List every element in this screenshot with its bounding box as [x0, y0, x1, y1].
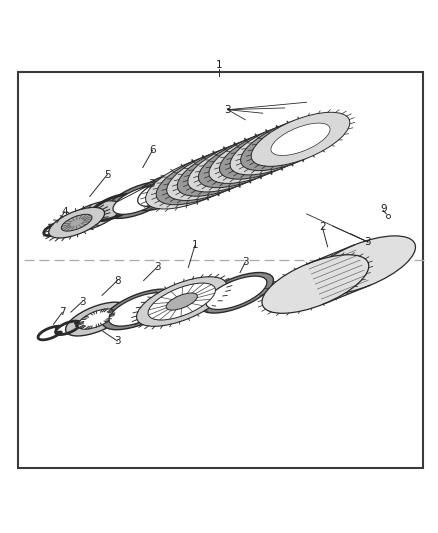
- Text: 4: 4: [61, 207, 68, 217]
- Ellipse shape: [102, 289, 176, 330]
- Polygon shape: [72, 206, 97, 233]
- Text: 7: 7: [59, 308, 66, 318]
- Ellipse shape: [271, 123, 330, 156]
- Ellipse shape: [198, 134, 297, 188]
- Text: 2: 2: [319, 222, 326, 232]
- Ellipse shape: [218, 144, 277, 177]
- Text: 8: 8: [114, 276, 121, 286]
- Text: 9: 9: [380, 204, 387, 214]
- Ellipse shape: [309, 236, 416, 294]
- Text: 3: 3: [79, 296, 86, 306]
- Ellipse shape: [197, 153, 256, 185]
- Ellipse shape: [148, 283, 215, 320]
- Ellipse shape: [138, 175, 195, 206]
- Ellipse shape: [208, 149, 267, 181]
- Ellipse shape: [187, 157, 246, 190]
- Ellipse shape: [167, 147, 265, 200]
- Ellipse shape: [109, 293, 170, 326]
- Text: 3: 3: [154, 262, 161, 271]
- Text: 1: 1: [191, 240, 198, 251]
- Text: 3: 3: [242, 257, 249, 267]
- Ellipse shape: [239, 136, 298, 168]
- Ellipse shape: [166, 293, 198, 310]
- Ellipse shape: [176, 161, 235, 194]
- Ellipse shape: [262, 255, 369, 313]
- Ellipse shape: [230, 121, 328, 175]
- Polygon shape: [307, 245, 370, 304]
- Ellipse shape: [49, 207, 105, 238]
- Text: 6: 6: [149, 146, 156, 156]
- Ellipse shape: [66, 302, 127, 336]
- Ellipse shape: [250, 132, 309, 164]
- Text: 3: 3: [224, 104, 231, 115]
- Ellipse shape: [106, 181, 173, 219]
- Ellipse shape: [165, 166, 225, 198]
- Text: 1: 1: [215, 60, 223, 70]
- Ellipse shape: [219, 125, 318, 179]
- Ellipse shape: [61, 214, 92, 231]
- Ellipse shape: [260, 127, 320, 160]
- Text: 3: 3: [148, 179, 155, 189]
- Ellipse shape: [229, 140, 288, 173]
- Ellipse shape: [65, 201, 121, 231]
- Ellipse shape: [206, 276, 267, 310]
- Ellipse shape: [78, 309, 115, 329]
- Ellipse shape: [156, 151, 255, 205]
- Text: 3: 3: [114, 336, 121, 346]
- Ellipse shape: [188, 138, 286, 192]
- Ellipse shape: [137, 277, 227, 326]
- Ellipse shape: [177, 142, 276, 196]
- Ellipse shape: [130, 171, 203, 211]
- Ellipse shape: [209, 130, 307, 183]
- Ellipse shape: [240, 117, 339, 171]
- Ellipse shape: [145, 155, 244, 209]
- Ellipse shape: [251, 112, 350, 166]
- Ellipse shape: [113, 185, 166, 214]
- Text: 3: 3: [364, 237, 371, 247]
- Text: 5: 5: [104, 169, 111, 180]
- Ellipse shape: [200, 272, 273, 313]
